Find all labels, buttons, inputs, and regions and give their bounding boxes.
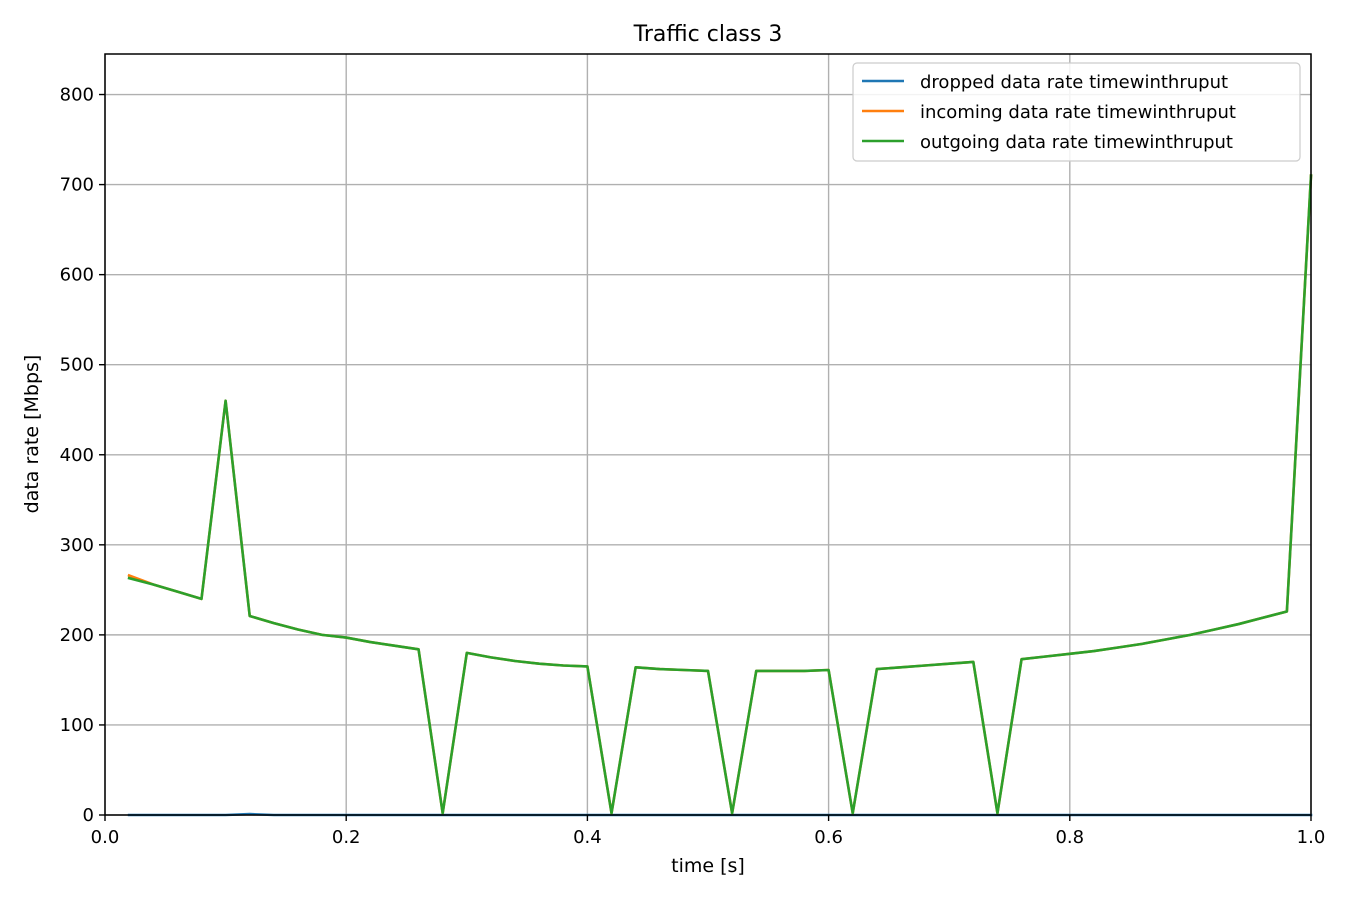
y-tick-label: 500 [60, 355, 94, 376]
chart-title: Traffic class 3 [633, 22, 783, 47]
y-axis-ticks: 0 100 200 300 400 500 600 700 800 [60, 85, 105, 826]
x-tick-label: 0.0 [91, 827, 120, 848]
y-tick-label: 300 [60, 535, 94, 556]
y-tick-label: 700 [60, 175, 94, 196]
y-tick-label: 400 [60, 445, 94, 466]
legend-label-outgoing: outgoing data rate timewinthruput [920, 132, 1233, 153]
series-line-outgoing [127, 174, 1313, 815]
x-axis-label: time [s] [671, 855, 745, 877]
x-tick-label: 0.2 [332, 827, 361, 848]
y-tick-label: 200 [60, 625, 94, 646]
grid-lines [104, 54, 1312, 816]
legend-label-incoming: incoming data rate timewinthruput [920, 102, 1236, 123]
legend-label-dropped: dropped data rate timewinthruput [920, 72, 1228, 93]
y-tick-label: 100 [60, 715, 94, 736]
y-axis-label: data rate [Mbps] [21, 355, 43, 514]
y-tick-label: 0 [83, 805, 94, 826]
legend-box [852, 62, 1301, 162]
legend: dropped data rate timewinthruput incoming… [852, 62, 1301, 162]
plot-frame [104, 53, 1312, 816]
y-tick-label: 600 [60, 265, 94, 286]
x-tick-label: 1.0 [1297, 827, 1326, 848]
x-tick-label: 0.4 [573, 827, 602, 848]
x-axis-ticks: 0.0 0.2 0.4 0.6 0.8 1.0 [91, 815, 1326, 848]
x-tick-label: 0.6 [814, 827, 843, 848]
x-tick-label: 0.8 [1055, 827, 1084, 848]
y-tick-label: 800 [60, 85, 94, 106]
